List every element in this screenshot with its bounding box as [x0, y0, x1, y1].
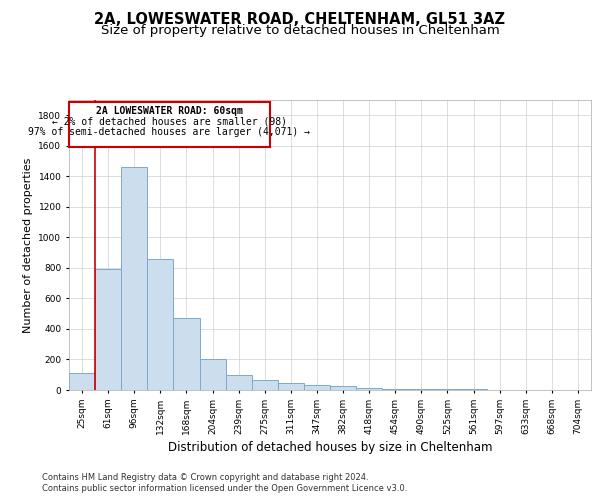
Text: 2A LOWESWATER ROAD: 60sqm: 2A LOWESWATER ROAD: 60sqm — [96, 106, 243, 116]
Bar — [252, 380, 278, 390]
Bar — [148, 258, 173, 390]
Bar — [121, 167, 148, 390]
Y-axis label: Number of detached properties: Number of detached properties — [23, 158, 33, 332]
Bar — [278, 383, 304, 390]
Text: 2A, LOWESWATER ROAD, CHELTENHAM, GL51 3AZ: 2A, LOWESWATER ROAD, CHELTENHAM, GL51 3A… — [95, 12, 505, 28]
Text: Size of property relative to detached houses in Cheltenham: Size of property relative to detached ho… — [101, 24, 499, 37]
Bar — [173, 318, 199, 390]
Bar — [304, 386, 330, 390]
Text: 97% of semi-detached houses are larger (4,071) →: 97% of semi-detached houses are larger (… — [28, 126, 310, 136]
Bar — [69, 373, 95, 390]
Bar — [434, 389, 461, 390]
Bar — [382, 389, 409, 390]
Text: Contains public sector information licensed under the Open Government Licence v3: Contains public sector information licen… — [42, 484, 407, 493]
Bar — [330, 386, 356, 390]
Bar — [356, 388, 382, 390]
FancyBboxPatch shape — [69, 102, 270, 146]
Bar — [226, 374, 252, 390]
Bar — [95, 270, 121, 390]
Bar — [199, 360, 226, 390]
Text: ← 2% of detached houses are smaller (98): ← 2% of detached houses are smaller (98) — [52, 116, 287, 126]
X-axis label: Distribution of detached houses by size in Cheltenham: Distribution of detached houses by size … — [168, 441, 492, 454]
Text: Contains HM Land Registry data © Crown copyright and database right 2024.: Contains HM Land Registry data © Crown c… — [42, 472, 368, 482]
Bar — [409, 389, 434, 390]
